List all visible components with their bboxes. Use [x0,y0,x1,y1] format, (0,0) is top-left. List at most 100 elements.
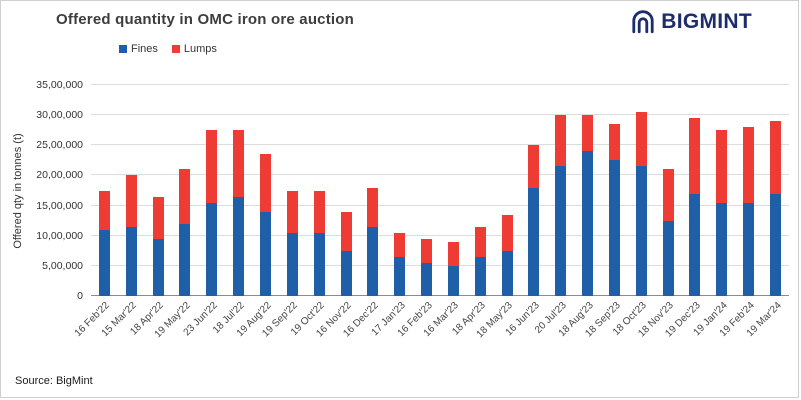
bar-segment-fines [259,211,271,296]
bar-segment-lumps [662,169,674,221]
y-tick-label: 10,00,000 [36,229,83,242]
bar-stack [394,85,406,296]
gridline [91,114,789,116]
bar-segment-fines [528,187,540,296]
bar-stack [447,85,459,296]
bar-segment-fines [98,229,110,296]
y-tick-label: 0 [77,290,83,302]
bar-stack [770,85,782,296]
bar-segment-fines [662,220,674,296]
legend-item-fines: Fines [119,43,158,55]
legend-swatch-lumps [171,45,180,53]
bar-18-sep-23 [601,85,628,296]
bar-segment-lumps [206,130,218,203]
bar-17-jan-23 [386,85,413,296]
x-axis-tick-labels: 16 Feb'22 15 Mar'22 18 Apr'22 19 May'22 23 J… [73,300,789,362]
bar-segment-fines [770,193,782,296]
bar-stack [608,85,620,296]
bar-stack [206,85,218,296]
gridline [91,84,789,85]
bar-segment-lumps [528,145,540,188]
bar-segment-fines [367,226,379,296]
bar-segment-lumps [125,175,137,227]
bar-19-sep-22 [279,85,306,296]
bar-19-dec-23 [682,85,709,296]
gridline [91,144,789,146]
bar-16-dec-22 [359,85,386,296]
bar-segment-fines [394,256,406,296]
bar-segment-lumps [259,154,271,212]
bar-stack [179,85,191,296]
y-tick-label: 20,00,000 [36,169,83,182]
bar-stack [313,85,325,296]
bar-stack [501,85,513,296]
y-tick-label: 35,00,000 [36,79,83,91]
plot-area [91,84,789,296]
bar-15-mar-22 [118,85,145,296]
bar-stack [743,85,755,296]
bar-segment-fines [582,151,594,296]
gridline [91,204,789,206]
bar-segment-lumps [582,115,594,152]
bar-18-aug-23 [574,85,601,296]
bar-segment-fines [125,226,137,296]
bar-segment-lumps [474,226,486,257]
y-tick-label: 15,00,000 [36,199,83,212]
bar-stack [152,85,164,296]
bar-stack [689,85,701,296]
bar-segment-lumps [286,190,298,233]
bar-segment-lumps [716,130,728,203]
bar-segment-fines [608,160,620,296]
bar-stack [125,85,137,296]
gridline [91,234,789,236]
source-note: Source: BigMint [15,375,93,387]
bar-stack [98,85,110,296]
bar-stack [474,85,486,296]
bar-segment-lumps [394,232,406,257]
bar-segment-fines [635,166,647,296]
legend-swatch-fines [119,45,127,53]
bar-19-aug-22 [252,85,279,296]
bar-stack [662,85,674,296]
bar-segment-fines [743,202,755,296]
bar-19-may-22 [172,85,199,296]
bar-16-feb-22 [91,85,118,296]
bar-segment-fines [340,250,352,296]
bar-segment-fines [421,262,433,296]
bar-stack [259,85,271,296]
y-tick-label: 30,00,000 [36,109,83,122]
bar-18-nov-23 [655,85,682,296]
bar-segment-lumps [340,211,352,251]
gridline [91,264,789,266]
legend-label: Fines [131,43,158,55]
bar-segment-lumps [179,169,191,224]
bar-20-jul-23 [547,85,574,296]
y-tick-label: 25,00,000 [36,139,83,152]
bar-segment-lumps [501,214,513,251]
bar-stack [555,85,567,296]
bar-stack [716,85,728,296]
bar-18-apr-23 [467,85,494,296]
bar-segment-lumps [313,190,325,233]
bar-segment-lumps [367,187,379,227]
bar-segment-lumps [152,196,164,239]
legend-label: Lumps [183,43,217,55]
bar-segment-fines [501,250,513,296]
bar-segment-fines [233,196,245,296]
bar-segment-lumps [555,115,567,167]
bar-segment-fines [313,232,325,296]
bar-segment-lumps [689,118,701,194]
bar-18-oct-23 [628,85,655,296]
bar-19-mar-24 [762,85,789,296]
legend: Fines Lumps [119,43,217,55]
bar-16-nov-22 [333,85,360,296]
bigmint-logo-text: BIGMINT [661,10,752,33]
bar-stack [528,85,540,296]
bar-segment-fines [689,193,701,296]
bar-18-apr-22 [145,85,172,296]
bar-stack [582,85,594,296]
bar-18-jul-22 [225,85,252,296]
bar-segment-fines [286,232,298,296]
bar-segment-fines [152,238,164,296]
